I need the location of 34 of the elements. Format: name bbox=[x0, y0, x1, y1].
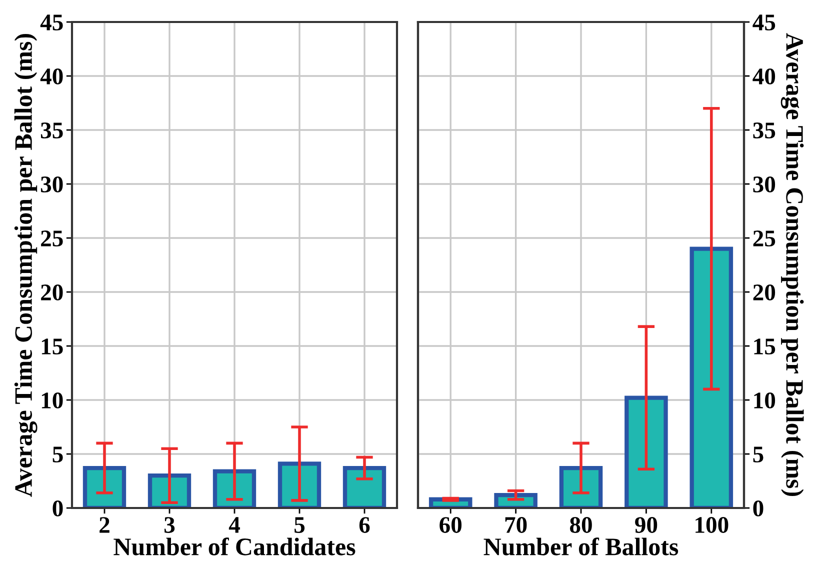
x-tick-label: 60 bbox=[440, 517, 462, 533]
y-tick-label: 35 bbox=[40, 122, 63, 138]
x-tick-label: 4 bbox=[228, 517, 240, 533]
x-tick-label: 100 bbox=[696, 517, 728, 533]
y2-tick-label: 30 bbox=[753, 176, 776, 192]
y2-tick-label: 0 bbox=[753, 500, 764, 516]
y2-tick-label: 25 bbox=[753, 230, 776, 246]
y-tick-label: 25 bbox=[41, 230, 63, 246]
y2-tick-label: 45 bbox=[752, 14, 776, 30]
y2-tick-label: 5 bbox=[753, 446, 764, 462]
y-tick-label: 5 bbox=[52, 446, 63, 462]
x-tick-label: 6 bbox=[359, 517, 370, 533]
y-tick-label: 20 bbox=[41, 284, 63, 300]
x-tick-label: 5 bbox=[294, 517, 305, 533]
x-tick-label: 80 bbox=[570, 517, 592, 533]
x-tick-label: 3 bbox=[164, 517, 175, 533]
y2-tick-label: 10 bbox=[754, 392, 776, 408]
y-tick-label: 30 bbox=[40, 176, 63, 192]
y-tick-label: 0 bbox=[52, 500, 63, 516]
x-tick-label: 90 bbox=[635, 517, 658, 533]
y-axis-title: Average Time Consumption per Ballot (ms) bbox=[14, 34, 38, 497]
x-axis-title: Number of Ballots bbox=[484, 537, 678, 556]
x-axis-title: Number of Candidates bbox=[114, 537, 356, 556]
y2-axis-title: Average Time Consumption per Ballot (ms) bbox=[780, 33, 804, 496]
y-tick-label: 45 bbox=[40, 14, 63, 30]
y2-tick-label: 40 bbox=[752, 68, 776, 84]
y-tick-label: 10 bbox=[42, 392, 63, 408]
y2-tick-label: 35 bbox=[753, 122, 776, 138]
y2-tick-label: 20 bbox=[753, 284, 776, 300]
x-tick-label: 2 bbox=[100, 517, 110, 533]
x-tick-label: 70 bbox=[505, 517, 527, 533]
y-tick-label: 15 bbox=[42, 338, 63, 354]
y-tick-label: 40 bbox=[40, 68, 63, 84]
y2-tick-label: 15 bbox=[754, 338, 776, 354]
